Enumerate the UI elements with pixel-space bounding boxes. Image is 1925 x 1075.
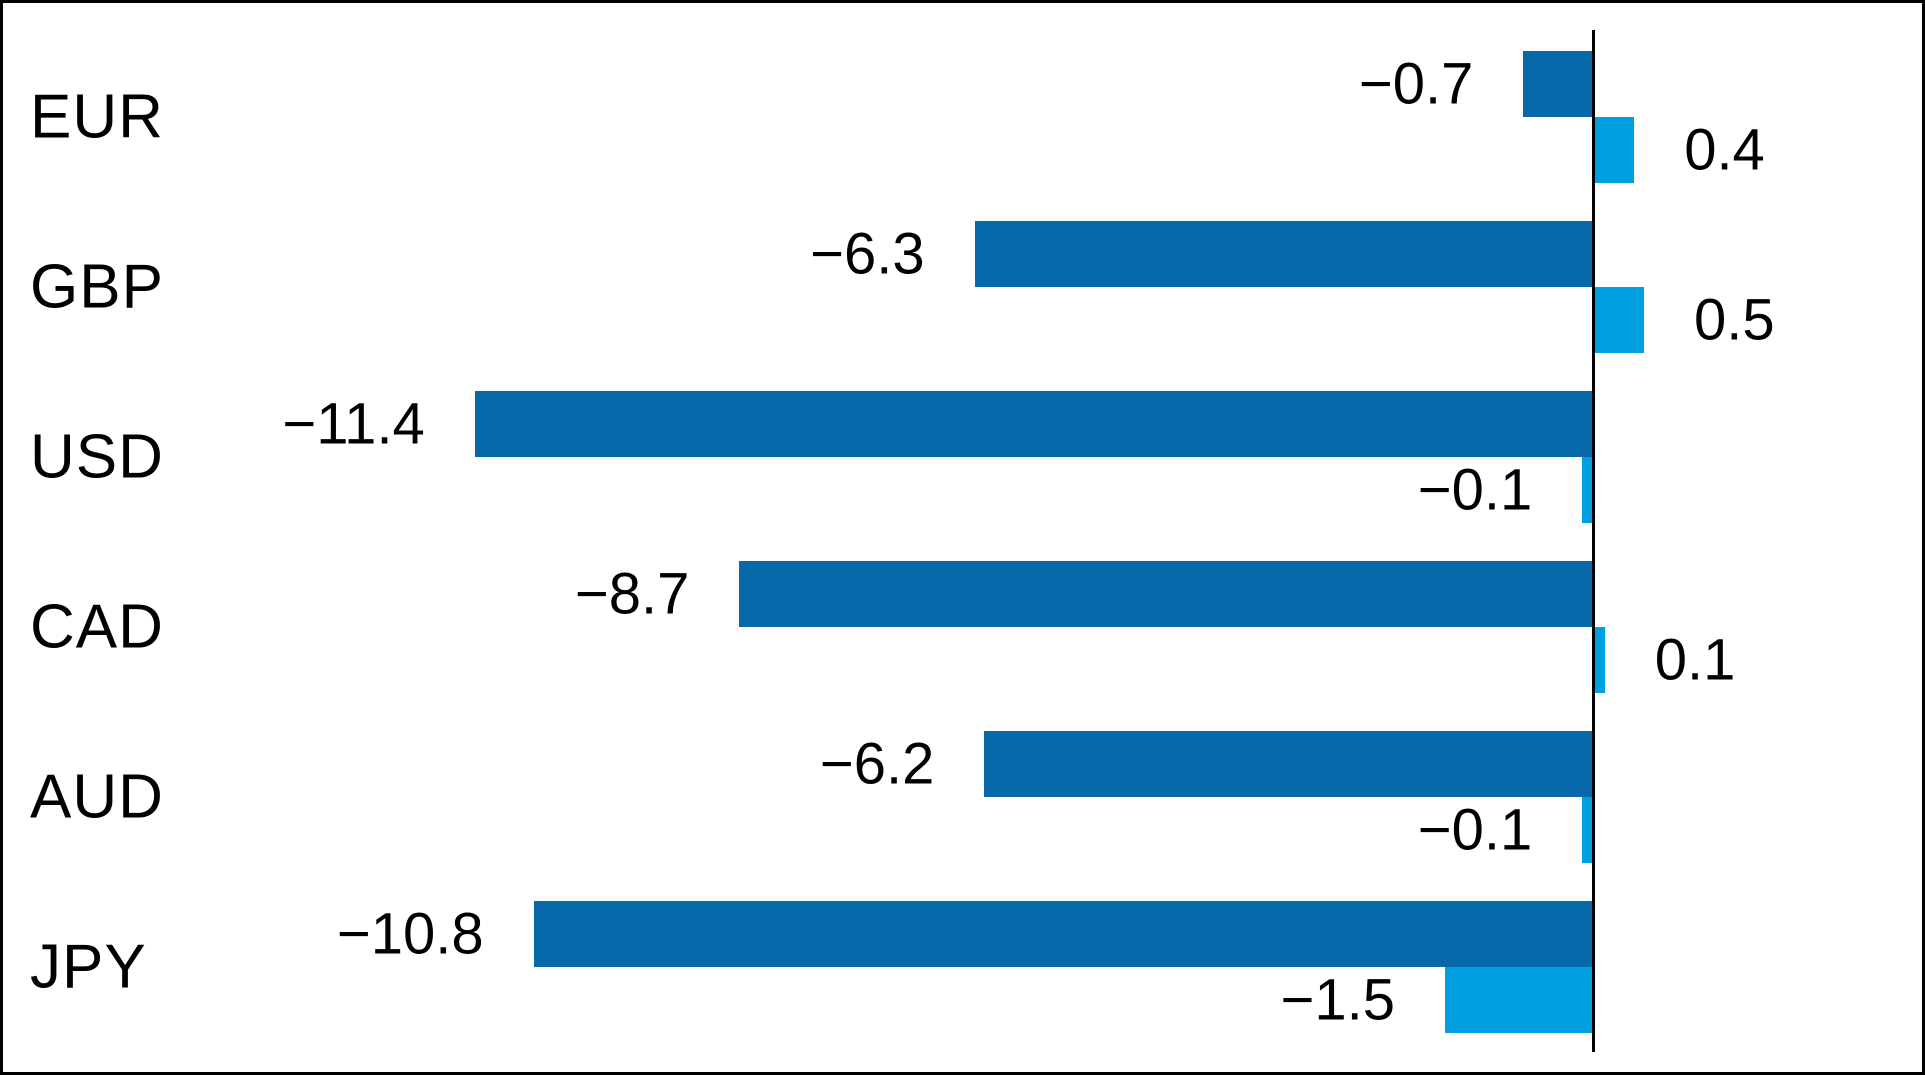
category-label-eur: EUR xyxy=(30,82,164,152)
value-label-cad-light-blue-series: 0.1 xyxy=(1654,627,1736,693)
bar-aud-light-blue-series xyxy=(1582,797,1592,863)
value-label-usd-light-blue-series: −0.1 xyxy=(1417,457,1533,523)
category-label-aud: AUD xyxy=(30,762,164,832)
bar-usd-light-blue-series xyxy=(1582,457,1592,523)
value-label-aud-light-blue-series: −0.1 xyxy=(1417,797,1533,863)
bar-cad-dark-blue-series xyxy=(739,561,1592,627)
bar-gbp-dark-blue-series xyxy=(974,221,1592,287)
category-label-cad: CAD xyxy=(30,592,164,662)
bar-gbp-light-blue-series xyxy=(1595,287,1644,353)
value-label-usd-dark-blue-series: −11.4 xyxy=(282,391,425,457)
value-label-jpy-light-blue-series: −1.5 xyxy=(1280,967,1396,1033)
bar-jpy-light-blue-series xyxy=(1445,967,1592,1033)
bar-eur-dark-blue-series xyxy=(1523,51,1592,117)
category-label-gbp: GBP xyxy=(30,252,164,322)
value-label-eur-dark-blue-series: −0.7 xyxy=(1358,51,1474,117)
value-label-eur-light-blue-series: 0.4 xyxy=(1684,117,1765,183)
bar-usd-dark-blue-series xyxy=(474,391,1592,457)
bar-eur-light-blue-series xyxy=(1595,117,1635,183)
bar-jpy-dark-blue-series xyxy=(533,901,1592,967)
zero-axis-line xyxy=(1592,30,1595,1052)
value-label-jpy-dark-blue-series: −10.8 xyxy=(336,901,484,967)
value-label-gbp-light-blue-series: 0.5 xyxy=(1694,287,1775,353)
value-label-aud-dark-blue-series: −6.2 xyxy=(819,731,935,797)
bar-aud-dark-blue-series xyxy=(984,731,1592,797)
value-label-gbp-dark-blue-series: −6.3 xyxy=(810,221,925,287)
category-label-jpy: JPY xyxy=(30,932,147,1002)
category-label-usd: USD xyxy=(30,422,164,492)
bar-cad-light-blue-series xyxy=(1595,627,1605,693)
value-label-cad-dark-blue-series: −8.7 xyxy=(574,561,690,627)
